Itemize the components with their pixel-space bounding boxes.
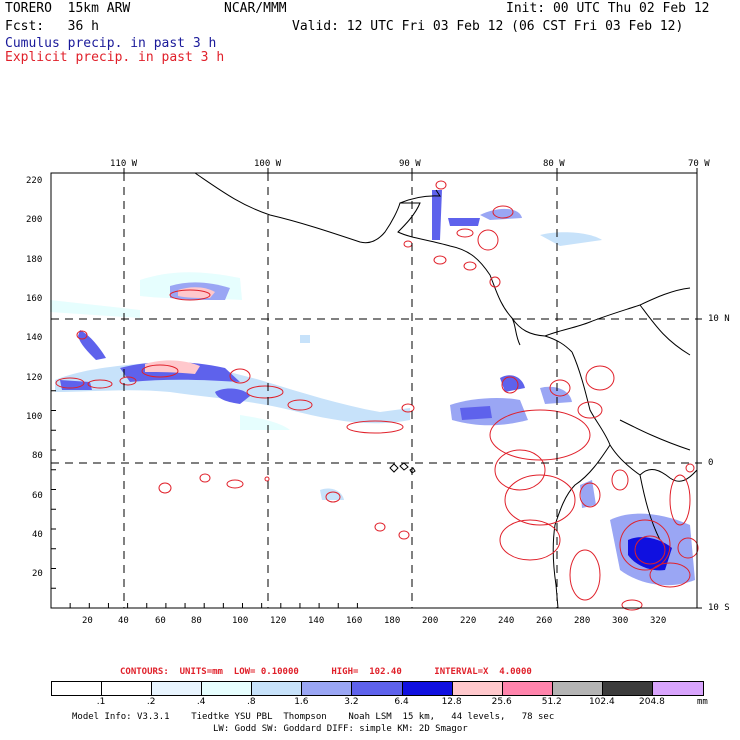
colorbar-swatch [552, 682, 603, 695]
colorbar-label: .4 [196, 697, 206, 707]
y-label: 160 [26, 294, 43, 304]
x-label: 180 [384, 616, 401, 626]
y-label: 80 [32, 451, 43, 461]
colorbar-swatch [652, 682, 703, 695]
colorbar-unit: mm [697, 697, 708, 707]
colorbar-label: 102.4 [588, 697, 615, 707]
x-label: 140 [308, 616, 325, 626]
x-label: 120 [270, 616, 287, 626]
colorbar-swatch [602, 682, 653, 695]
y-label: 200 [26, 215, 43, 225]
colorbar-label: .8 [247, 697, 256, 707]
lon-label-110w: 110 W [110, 159, 138, 169]
model-info-line1: Model Info: V3.3.1 Tiedtke YSU PBL Thomp… [72, 712, 555, 722]
x-label: 220 [460, 616, 477, 626]
x-label: 20 [82, 616, 93, 626]
colorbar-label: 12.8 [441, 697, 462, 707]
colorbar-label: 3.2 [344, 697, 359, 707]
org-label: NCAR/MMM [224, 1, 287, 16]
legend-explicit: Explicit precip. in past 3 h [5, 50, 225, 65]
lon-label-70w: 70 W [688, 159, 710, 169]
x-label: 160 [346, 616, 363, 626]
colorbar-swatch [102, 682, 153, 695]
model-info-line2: LW: Godd SW: Goddard DIFF: simple KM: 2D… [213, 724, 468, 734]
y-label: 120 [26, 373, 43, 383]
colorbar-label: .2 [146, 697, 156, 707]
lat-lon-grid [51, 173, 697, 608]
contour-info: CONTOURS: UNITS=mm LOW= 0.10000 HIGH= 10… [120, 667, 532, 677]
colorbar-label: 6.4 [394, 697, 409, 707]
colorbar-label: .1 [96, 697, 106, 707]
y-label: 220 [26, 176, 43, 186]
lon-label-80w: 80 W [543, 159, 565, 169]
colorbar-swatch [352, 682, 403, 695]
colorbar-label: 25.6 [491, 697, 512, 707]
lat-label-10s: 10 S [708, 603, 730, 613]
lon-label-100w: 100 W [254, 159, 282, 169]
y-label: 60 [32, 491, 43, 501]
explicit-precip-contours [55, 180, 699, 611]
colorbar-swatch [452, 682, 503, 695]
x-label: 260 [536, 616, 553, 626]
colorbar-swatch [202, 682, 253, 695]
coastlines [194, 172, 698, 609]
colorbar [51, 681, 704, 696]
x-label: 280 [574, 616, 591, 626]
model-title: TORERO 15km ARW [5, 1, 131, 16]
x-label: 300 [612, 616, 629, 626]
colorbar-swatch [402, 682, 453, 695]
x-label: 320 [650, 616, 667, 626]
valid-time: Valid: 12 UTC Fri 03 Feb 12 (06 CST Fri … [292, 19, 684, 34]
colorbar-label: 204.8 [639, 697, 665, 707]
y-label: 40 [32, 530, 43, 540]
x-label: 240 [498, 616, 515, 626]
lat-label-10n: 10 N [708, 314, 730, 324]
colorbar-label: 1.6 [294, 697, 309, 707]
x-label: 80 [191, 616, 202, 626]
x-label: 100 [232, 616, 249, 626]
colorbar-swatch [502, 682, 553, 695]
x-label: 60 [155, 616, 166, 626]
legend-cumulus: Cumulus precip. in past 3 h [5, 36, 217, 51]
colorbar-swatch [52, 682, 103, 695]
init-time: Init: 00 UTC Thu 02 Feb 12 [506, 1, 710, 16]
y-label: 180 [26, 255, 43, 265]
axis-ticks [50, 168, 702, 609]
x-label: 200 [422, 616, 439, 626]
x-label: 40 [118, 616, 129, 626]
forecast-hour: Fcst: 36 h [5, 19, 99, 34]
colorbar-swatch [302, 682, 353, 695]
y-label: 20 [32, 569, 43, 579]
lon-label-90w: 90 W [399, 159, 421, 169]
colorbar-swatch [252, 682, 303, 695]
y-label: 100 [26, 412, 43, 422]
lat-label-0: 0 [708, 458, 714, 468]
colorbar-swatch [152, 682, 203, 695]
cumulus-precip-shading [50, 190, 695, 586]
y-label: 140 [26, 333, 43, 343]
colorbar-label: 51.2 [541, 697, 562, 707]
